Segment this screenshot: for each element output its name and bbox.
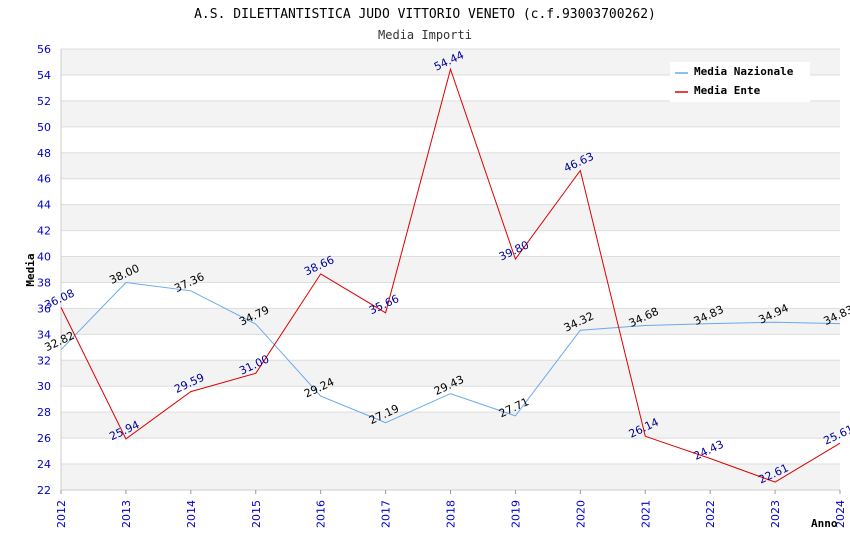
y-tick-label: 24: [37, 458, 51, 471]
x-tick-label: 2022: [704, 500, 717, 528]
y-tick-label: 46: [37, 173, 51, 186]
chart-title: A.S. DILETTANTISTICA JUDO VITTORIO VENET…: [194, 7, 656, 22]
x-tick-label: 2014: [185, 500, 198, 528]
x-tick-label: 2024: [834, 500, 847, 528]
x-tick-labels: 2012 2013 2014 2015 2016 2017 2018 2019 2020 2021…: [55, 490, 847, 528]
chart-subtitle: Media Importi: [378, 28, 472, 42]
y-tick-label: 26: [37, 432, 51, 445]
y-tick-label: 42: [37, 225, 51, 238]
grid-band: [61, 360, 840, 387]
x-tick-label: 2018: [445, 500, 458, 528]
grid-band: [61, 412, 840, 439]
plot-bands: [61, 49, 840, 490]
x-tick-label: 2016: [315, 500, 328, 528]
series-lines: [60, 67, 841, 483]
series-line-media-nazionale: [60, 281, 841, 424]
grid-band: [61, 100, 840, 127]
y-tick-label: 44: [37, 199, 51, 212]
x-axis-title: Anno: [811, 517, 838, 530]
legend-box: [670, 62, 810, 102]
legend: Media Nazionale Media Ente: [670, 62, 810, 102]
x-tick-label: 2020: [574, 500, 587, 528]
y-tick-labels: 22 24 26 28 30 32 34 36 38 40 42 44 46 48 50 52 54 56: [37, 43, 51, 497]
y-axis-title: Media: [24, 253, 37, 286]
grid-band: [61, 308, 840, 335]
x-tick-label: 2013: [120, 500, 133, 528]
y-tick-label: 56: [37, 43, 51, 56]
y-tick-label: 52: [37, 95, 51, 108]
x-tick-label: 2012: [55, 500, 68, 528]
grid-band: [61, 152, 840, 179]
legend-label-ente: Media Ente: [694, 84, 761, 97]
series-line-media-ente: [60, 67, 841, 483]
grid-band: [61, 204, 840, 231]
y-tick-label: 40: [37, 251, 51, 264]
grid-band: [61, 256, 840, 283]
y-tick-label: 34: [37, 328, 51, 341]
y-tick-label: 22: [37, 484, 51, 497]
x-tick-label: 2021: [639, 500, 652, 528]
data-label: 24.43: [692, 438, 726, 463]
grid-lines: [61, 48, 840, 491]
legend-label-nazionale: Media Nazionale: [694, 65, 794, 78]
x-tick-label: 2023: [769, 500, 782, 528]
x-tick-label: 2015: [250, 500, 263, 528]
y-tick-label: 50: [37, 121, 51, 134]
y-tick-label: 48: [37, 147, 51, 160]
x-tick-label: 2019: [509, 500, 522, 528]
y-tick-label: 54: [37, 69, 51, 82]
y-tick-label: 36: [37, 302, 51, 315]
y-tick-label: 38: [37, 276, 51, 289]
y-tick-label: 30: [37, 380, 51, 393]
y-tick-label: 32: [37, 354, 51, 367]
y-tick-label: 28: [37, 406, 51, 419]
grid-band: [61, 464, 840, 490]
x-tick-label: 2017: [380, 500, 393, 528]
